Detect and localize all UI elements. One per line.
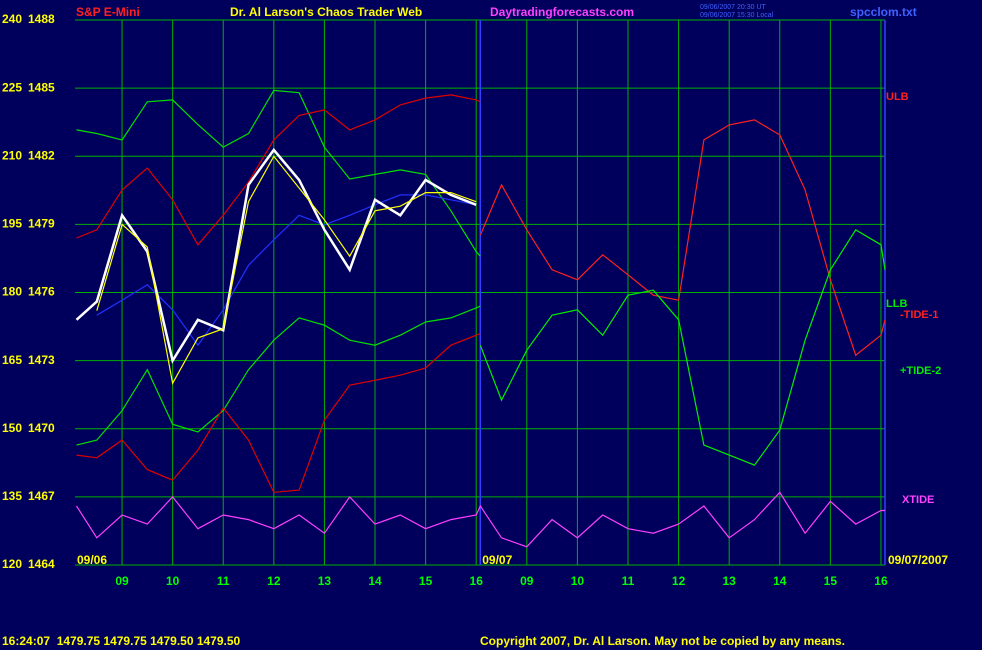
x-tick-label: 16 <box>874 574 888 588</box>
series-line <box>96 194 477 347</box>
x-tick-label: 10 <box>166 574 180 588</box>
timestamp: 09/06/2007 15:30 Local <box>700 12 774 19</box>
y-tick-label: 210 <box>2 148 22 162</box>
file-name: spcclom.txt <box>850 5 917 19</box>
series-line <box>479 228 886 466</box>
x-tick-label: 09 <box>115 574 129 588</box>
y-tick-label: 135 <box>2 489 22 503</box>
y-tick-label: 165 <box>2 353 22 367</box>
annotation: LLB <box>886 298 907 310</box>
y-tick-label: 150 <box>2 421 22 435</box>
y-tick-label: 225 <box>2 80 22 94</box>
date-label: 09/07 <box>482 553 512 567</box>
date-label: 09/07/2007 <box>888 553 948 567</box>
y2-tick-label: 1476 <box>28 285 55 299</box>
y2-tick-label: 1485 <box>28 80 55 94</box>
y-tick-label: 180 <box>2 285 22 299</box>
x-tick-label: 16 <box>470 574 484 588</box>
series-line <box>76 332 481 493</box>
y-tick-label: 120 <box>2 557 22 571</box>
series-line <box>75 491 885 548</box>
x-tick-label: 11 <box>622 574 635 588</box>
y2-tick-label: 1470 <box>28 421 55 435</box>
x-tick-label: 12 <box>672 574 686 588</box>
x-tick-label: 15 <box>824 574 838 588</box>
x-tick-label: 15 <box>419 574 433 588</box>
quote: 16:24:07 1479.75 1479.75 1479.50 1479.50 <box>2 634 241 648</box>
series-line <box>96 155 477 386</box>
y-tick-label: 195 <box>2 217 22 231</box>
symbol: S&P E-Mini <box>76 5 140 19</box>
legend-label: +TIDE-2 <box>900 365 941 377</box>
x-tick-label: 12 <box>267 574 281 588</box>
y2-tick-label: 1464 <box>28 557 55 571</box>
x-tick-label: 13 <box>318 574 332 588</box>
y2-tick-label: 1479 <box>28 217 55 231</box>
x-tick-label: 10 <box>571 574 585 588</box>
x-tick-label: 09 <box>520 574 534 588</box>
site: Daytradingforecasts.com <box>490 5 634 19</box>
x-tick-label: 14 <box>368 574 382 588</box>
y2-tick-label: 1467 <box>28 489 55 503</box>
annotation: ULB <box>886 91 909 103</box>
chart-title: Dr. Al Larson's Chaos Trader Web <box>230 5 422 19</box>
y-tick-label: 240 <box>2 12 22 26</box>
copyright: Copyright 2007, Dr. Al Larson. May not b… <box>480 634 845 648</box>
x-tick-label: 13 <box>722 574 736 588</box>
y2-tick-label: 1488 <box>28 12 55 26</box>
series-line <box>76 94 481 246</box>
date-label: 09/06 <box>77 553 107 567</box>
legend-label: XTIDE <box>902 494 934 506</box>
x-tick-label: 14 <box>773 574 787 588</box>
y2-tick-label: 1473 <box>28 353 55 367</box>
x-tick-label: 11 <box>217 574 230 588</box>
series-line <box>479 119 886 357</box>
timestamp: 09/06/2007 20:30 UT <box>700 4 766 11</box>
series-line <box>76 305 481 446</box>
legend-label: -TIDE-1 <box>900 309 939 321</box>
y2-tick-label: 1482 <box>28 148 55 162</box>
series-line <box>76 89 481 257</box>
